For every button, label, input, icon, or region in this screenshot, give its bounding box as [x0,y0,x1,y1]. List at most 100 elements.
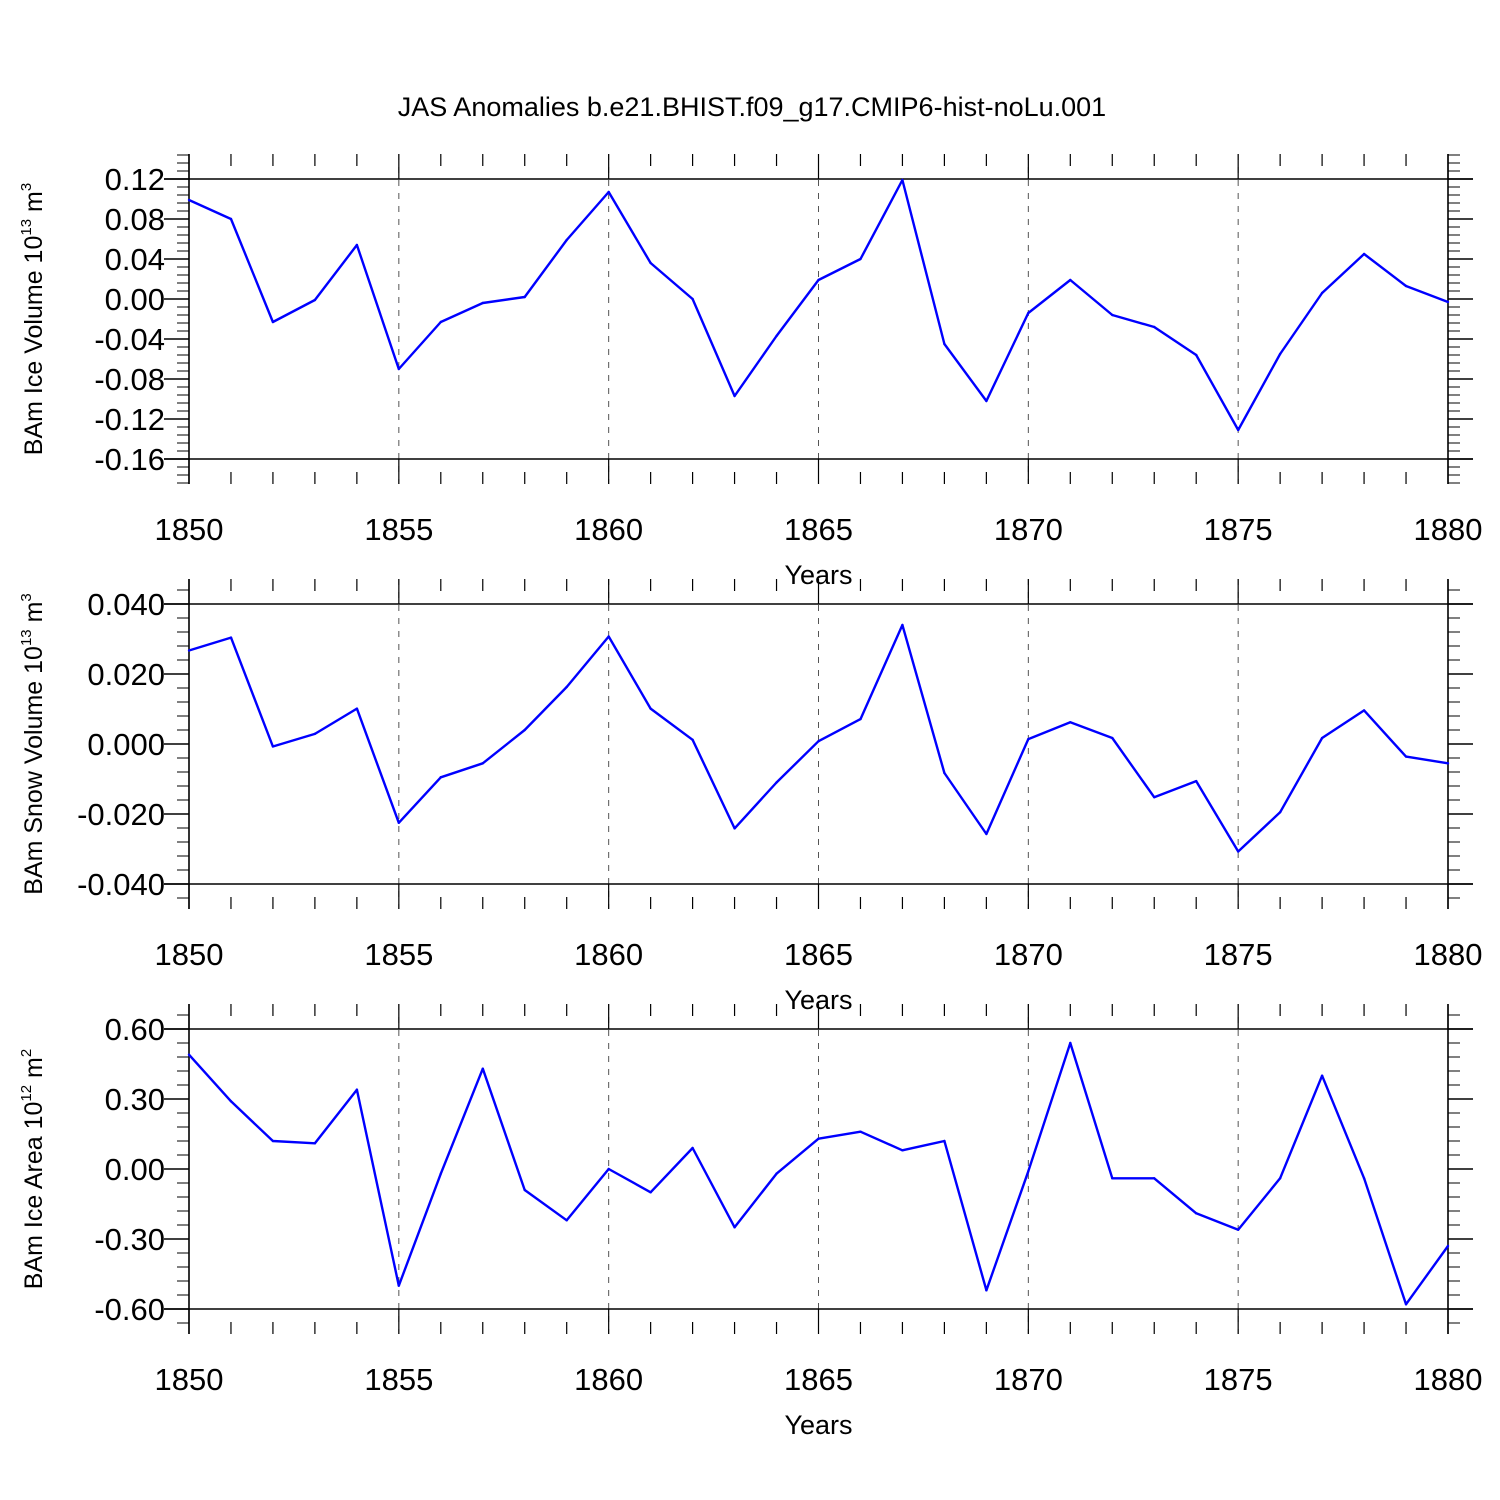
data-point [1446,1244,1450,1248]
data-point [565,1219,568,1222]
data-point [1195,779,1198,783]
data-point [1404,1303,1408,1306]
data-point [229,636,233,639]
xtick-label: 1855 [364,1362,433,1397]
data-point [985,1289,988,1292]
data-point [229,1100,233,1103]
data-point [775,334,778,338]
xtick-label: 1870 [994,512,1063,547]
data-point [943,342,946,346]
data-point [649,707,652,710]
data-point [1278,811,1282,814]
ytick-label: 0.040 [87,587,165,622]
data-point [523,1188,526,1192]
ytick-label: 0.12 [105,162,165,197]
data-point [1446,300,1450,304]
data-point [481,301,484,305]
data-point [229,217,233,221]
ytick-label: 0.04 [105,242,165,277]
data-point [775,1172,778,1175]
x-axis-label: Years [784,1410,852,1440]
data-point [1027,1170,1030,1173]
data-point [1236,1228,1240,1231]
data-point [355,1088,359,1091]
data-point [565,238,568,242]
xtick-label: 1865 [784,512,853,547]
data-point [271,1139,275,1143]
figure-title: JAS Anomalies b.e21.BHIST.f09_g17.CMIP6-… [398,92,1106,122]
data-point [901,1149,904,1152]
data-point [1236,850,1240,853]
data-point [943,771,946,775]
data-point [1195,1212,1198,1215]
data-point [1362,252,1366,256]
data-point [187,649,191,652]
data-point [481,762,484,765]
ytick-label: 0.020 [87,657,165,692]
data-point [985,832,988,836]
data-point [859,717,862,721]
data-point [313,298,317,302]
xtick-label: 1860 [574,937,643,972]
data-point [397,1284,401,1287]
data-point [649,1191,652,1194]
data-point [397,367,401,371]
data-point [271,320,275,324]
panels: 0.12 0.08 0.04 0.00 -0.04 -0.08 -0.12 -0.16 1850… [18,154,1482,1440]
data-point [985,399,988,403]
data-point [1320,291,1324,295]
panel-1: 0.12 0.08 0.04 0.00 -0.04 -0.08 -0.12 -0.16 1850… [18,154,1482,590]
ytick-label: -0.30 [94,1222,165,1257]
data-point [1153,796,1156,799]
data-point [1111,313,1114,317]
data-point [859,1130,862,1133]
data-point [691,297,694,301]
data-point [1362,709,1366,712]
data-point [313,1142,317,1145]
ytick-label: -0.08 [94,362,165,397]
ytick-label: 0.30 [105,1082,165,1117]
ytick-label: -0.04 [94,322,165,357]
ytick-label: 0.00 [105,1152,165,1187]
xtick-label: 1860 [574,1362,643,1397]
data-point [1404,284,1408,288]
data-point [313,732,317,736]
xtick-label: 1850 [155,937,224,972]
xtick-label: 1870 [994,1362,1063,1397]
data-point [1320,1074,1324,1077]
ytick-label: 0.00 [105,282,165,317]
data-point [523,728,526,732]
data-point [691,738,694,741]
ytick-label: -0.020 [77,797,165,832]
data-point [355,243,359,247]
data-point [607,635,610,638]
data-point [649,261,652,265]
ytick-label: -0.040 [77,867,165,902]
data-point [817,1137,820,1140]
data-point [1153,1177,1156,1180]
xtick-label: 1850 [155,1362,224,1397]
data-point [733,827,736,830]
data-point [1027,311,1030,315]
data-point [523,295,526,299]
data-point [1362,1177,1366,1180]
data-point [271,745,275,748]
xtick-label: 1855 [364,512,433,547]
ytick-label: 0.60 [105,1012,165,1047]
data-point [901,623,904,627]
data-point [1111,1177,1114,1180]
data-point [481,1067,484,1070]
data-point [1111,736,1114,740]
data-point [817,740,820,743]
data-point [1153,325,1156,329]
data-point [943,1139,946,1143]
xtick-label: 1865 [784,1362,853,1397]
data-point [439,776,442,779]
data-point [187,1053,191,1056]
y-axis-label: BAm Ice Volume 1013 m3 [18,183,48,455]
data-point [1069,278,1072,282]
y-axis-label: BAm Ice Area 1012 m2 [18,1049,48,1289]
xtick-label: 1850 [155,512,224,547]
data-point [439,320,442,324]
